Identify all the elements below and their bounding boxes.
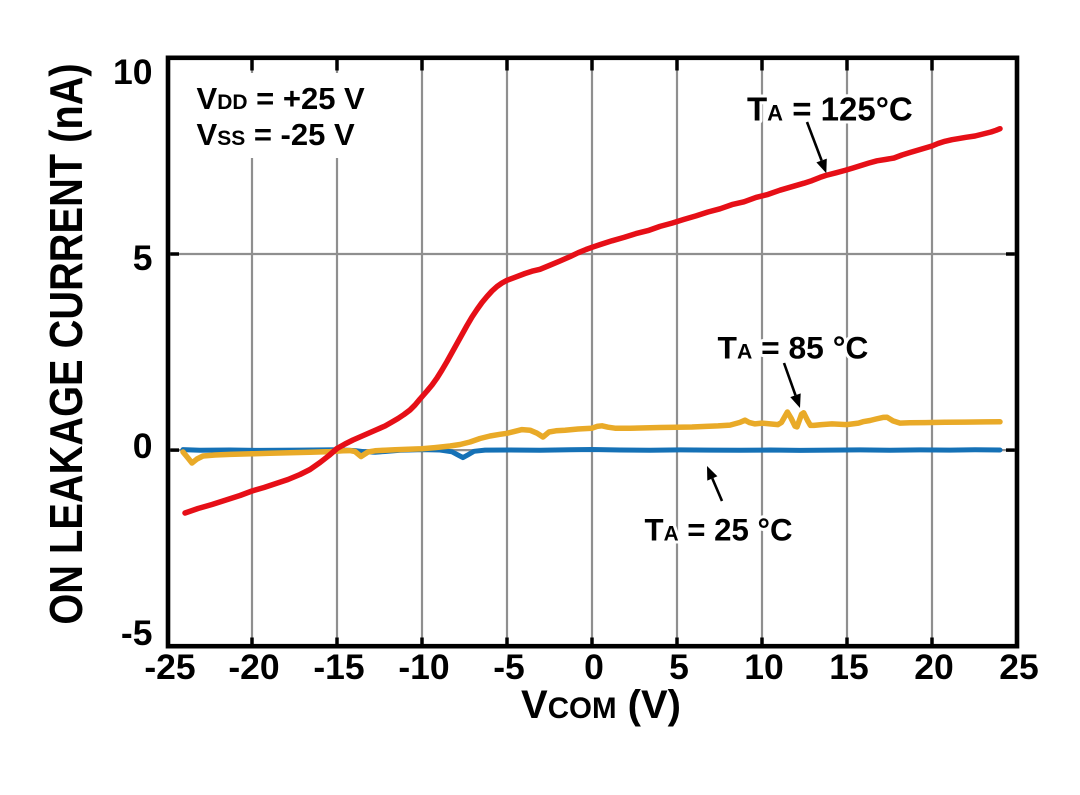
svg-text:0: 0 xyxy=(133,426,153,466)
svg-text:5: 5 xyxy=(669,647,689,687)
svg-text:-25: -25 xyxy=(144,647,195,687)
svg-text:-5: -5 xyxy=(121,613,153,653)
svg-text:20: 20 xyxy=(914,647,954,687)
svg-text:0: 0 xyxy=(584,647,604,687)
svg-text:25: 25 xyxy=(999,647,1039,687)
svg-text:10: 10 xyxy=(744,647,784,687)
svg-text:-5: -5 xyxy=(493,647,525,687)
svg-text:-10: -10 xyxy=(398,647,449,687)
svg-text:5: 5 xyxy=(133,238,153,278)
svg-text:-15: -15 xyxy=(313,647,364,687)
svg-text:15: 15 xyxy=(829,647,869,687)
svg-text:-20: -20 xyxy=(228,647,279,687)
svg-text:ON LEAKAGE CURRENT (nA): ON LEAKAGE CURRENT (nA) xyxy=(41,63,92,624)
svg-text:10: 10 xyxy=(113,52,153,92)
